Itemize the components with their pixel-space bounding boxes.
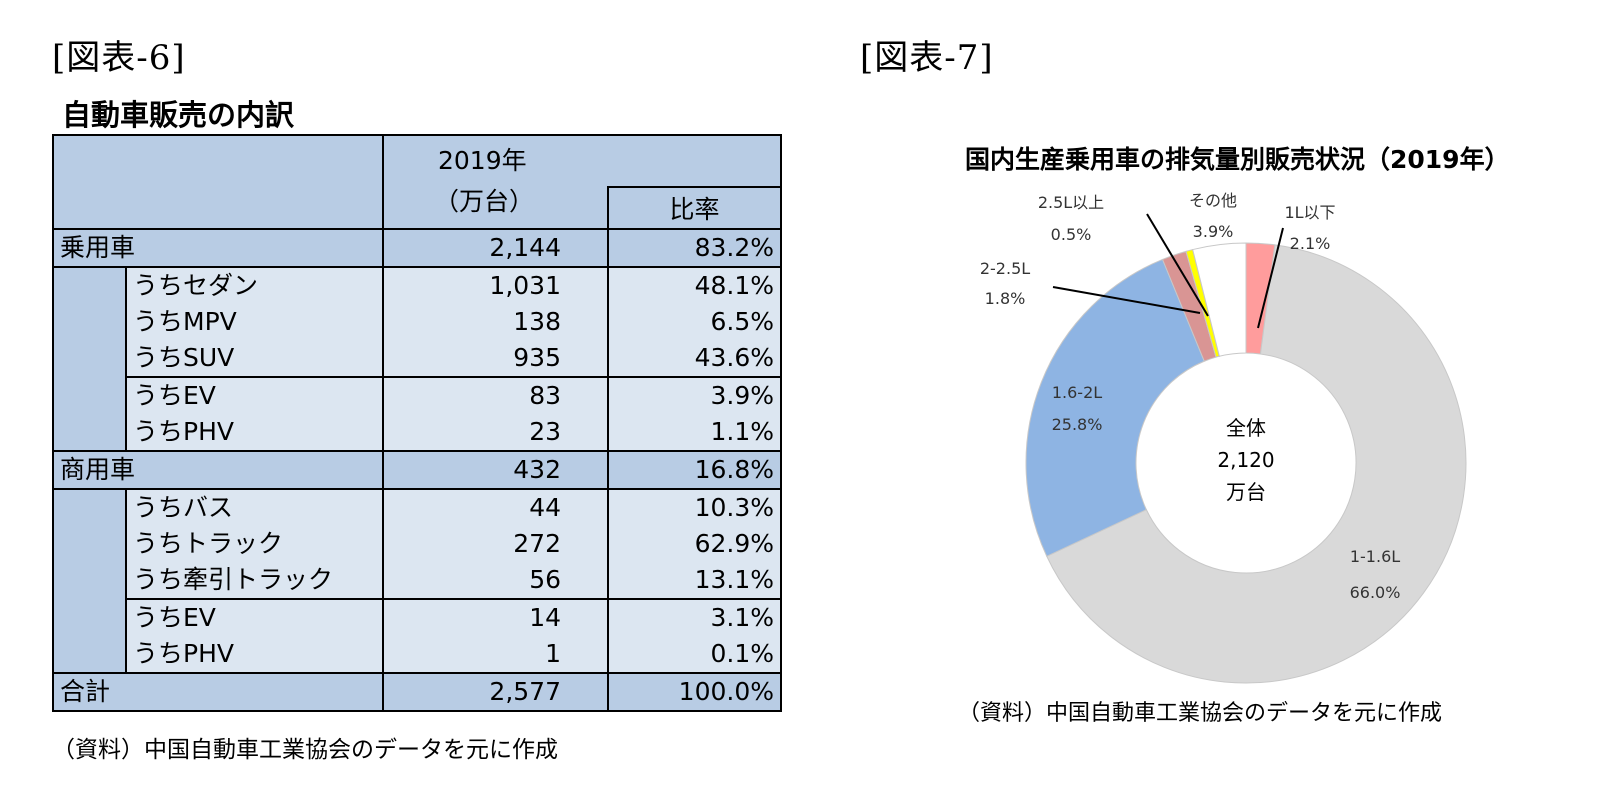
row-value: 2,577: [382, 672, 609, 712]
table-row: うちEV 83 3.9%: [53, 376, 782, 414]
header-ratio: 比率: [607, 186, 782, 230]
row-label: 合計: [52, 672, 384, 712]
slice-name-label: 2.5L以上: [1038, 193, 1104, 212]
row-label: うちPHV: [125, 414, 383, 452]
row-value: 23: [382, 414, 608, 452]
sales-breakdown-table: 2019年 （万台） 比率 乗用車 2,144 83.2% うちセダン 1,03…: [52, 134, 782, 712]
row-label: うちEV: [125, 598, 383, 636]
table-row: うちトラック 272 62.9%: [53, 526, 782, 562]
row-label: うちセダン: [125, 266, 383, 304]
row-value: 56: [382, 562, 608, 600]
row-ratio: 3.9%: [607, 376, 782, 414]
header-row: 2019年: [52, 134, 782, 230]
pie-slice-2: [1025, 258, 1205, 557]
table-title: 自動車販売の内訳: [62, 98, 295, 132]
figure-7-label: [図表-7]: [860, 38, 994, 78]
chart-source-note: （資料）中国自動車工業協会のデータを元に作成: [958, 701, 1443, 726]
table-row: うちPHV 23 1.1%: [53, 414, 782, 452]
row-value: 2,144: [382, 228, 609, 268]
header-unit: （万台）: [383, 187, 608, 230]
slice-value-label: 1.8%: [985, 289, 1026, 308]
row-ratio: 16.8%: [607, 450, 782, 490]
table-source-note: （資料）中国自動車工業協会のデータを元に作成: [52, 737, 558, 763]
slice-name-label: その他: [1189, 191, 1237, 210]
row-ratio: 0.1%: [607, 636, 782, 674]
row-value: 138: [382, 304, 608, 340]
row-value: 1,031: [382, 266, 608, 304]
row-label: うちバス: [125, 488, 383, 526]
table-row: うちPHV 1 0.1%: [53, 636, 782, 674]
slice-value-label: 0.5%: [1051, 225, 1092, 244]
header-row-2: （万台） 比率: [53, 186, 782, 230]
table-row: うち牽引トラック 56 13.1%: [53, 562, 782, 600]
row-ratio: 6.5%: [607, 304, 782, 340]
center-label-line: 全体: [1226, 416, 1266, 440]
slice-value-label: 2.1%: [1290, 234, 1331, 253]
table-row: うちバス 44 10.3%: [52, 488, 782, 674]
row-label: 乗用車: [52, 228, 384, 268]
row-ratio: 62.9%: [607, 526, 782, 562]
row-value: 432: [382, 450, 609, 490]
figure-6-label: [図表-6]: [52, 38, 186, 78]
table-row: 商用車 432 16.8%: [52, 450, 782, 490]
row-value: 83: [382, 376, 608, 414]
table-row: うちセダン 1,031 48.1%: [52, 266, 782, 452]
row-label: うち牽引トラック: [125, 562, 383, 600]
row-ratio: 48.1%: [607, 266, 782, 304]
center-label-line: 万台: [1226, 480, 1266, 504]
row-ratio: 10.3%: [607, 488, 782, 526]
pie-slice-5: [1192, 242, 1247, 357]
slice-name-label: 1.6-2L: [1052, 383, 1102, 402]
row-value: 44: [382, 488, 608, 526]
table-row: うちEV 14 3.1%: [53, 598, 782, 636]
row-label: うちトラック: [125, 526, 383, 562]
row-value: 1: [382, 636, 608, 674]
table-row: 乗用車 2,144 83.2%: [52, 228, 782, 268]
row-ratio: 83.2%: [607, 228, 782, 268]
row-label: 商用車: [52, 450, 384, 490]
row-label: うちPHV: [125, 636, 383, 674]
slice-value-label: 66.0%: [1350, 583, 1401, 602]
chart-title: 国内生産乗用車の排気量別販売状況（2019年）: [965, 145, 1510, 174]
slice-name-label: 1-1.6L: [1350, 547, 1400, 566]
row-label: うちEV: [125, 376, 383, 414]
row-label: うちMPV: [125, 304, 383, 340]
slice-name-label: 2-2.5L: [980, 259, 1030, 278]
pie-slice-1: [1046, 244, 1467, 684]
row-ratio: 3.1%: [607, 598, 782, 636]
row-label: うちSUV: [125, 340, 383, 378]
leader-line: [1146, 213, 1209, 317]
row-ratio: 1.1%: [607, 414, 782, 452]
slice-value-label: 25.8%: [1052, 415, 1103, 434]
row-ratio: 100.0%: [607, 672, 782, 712]
row-ratio: 13.1%: [607, 562, 782, 600]
row-value: 14: [382, 598, 608, 636]
slice-name-label: 1L以下: [1284, 203, 1335, 222]
row-ratio: 43.6%: [607, 340, 782, 378]
table-row: うちMPV 138 6.5%: [53, 304, 782, 340]
row-value: 935: [382, 340, 608, 378]
header-year: 2019年: [383, 134, 782, 187]
row-value: 272: [382, 526, 608, 562]
slice-value-label: 3.9%: [1193, 222, 1234, 241]
leader-line: [1257, 227, 1284, 329]
center-label-line: 2,120: [1217, 448, 1274, 472]
table-row: 合計 2,577 100.0%: [52, 672, 782, 712]
table-row: うちSUV 935 43.6%: [53, 340, 782, 378]
leader-line: [1052, 286, 1201, 314]
